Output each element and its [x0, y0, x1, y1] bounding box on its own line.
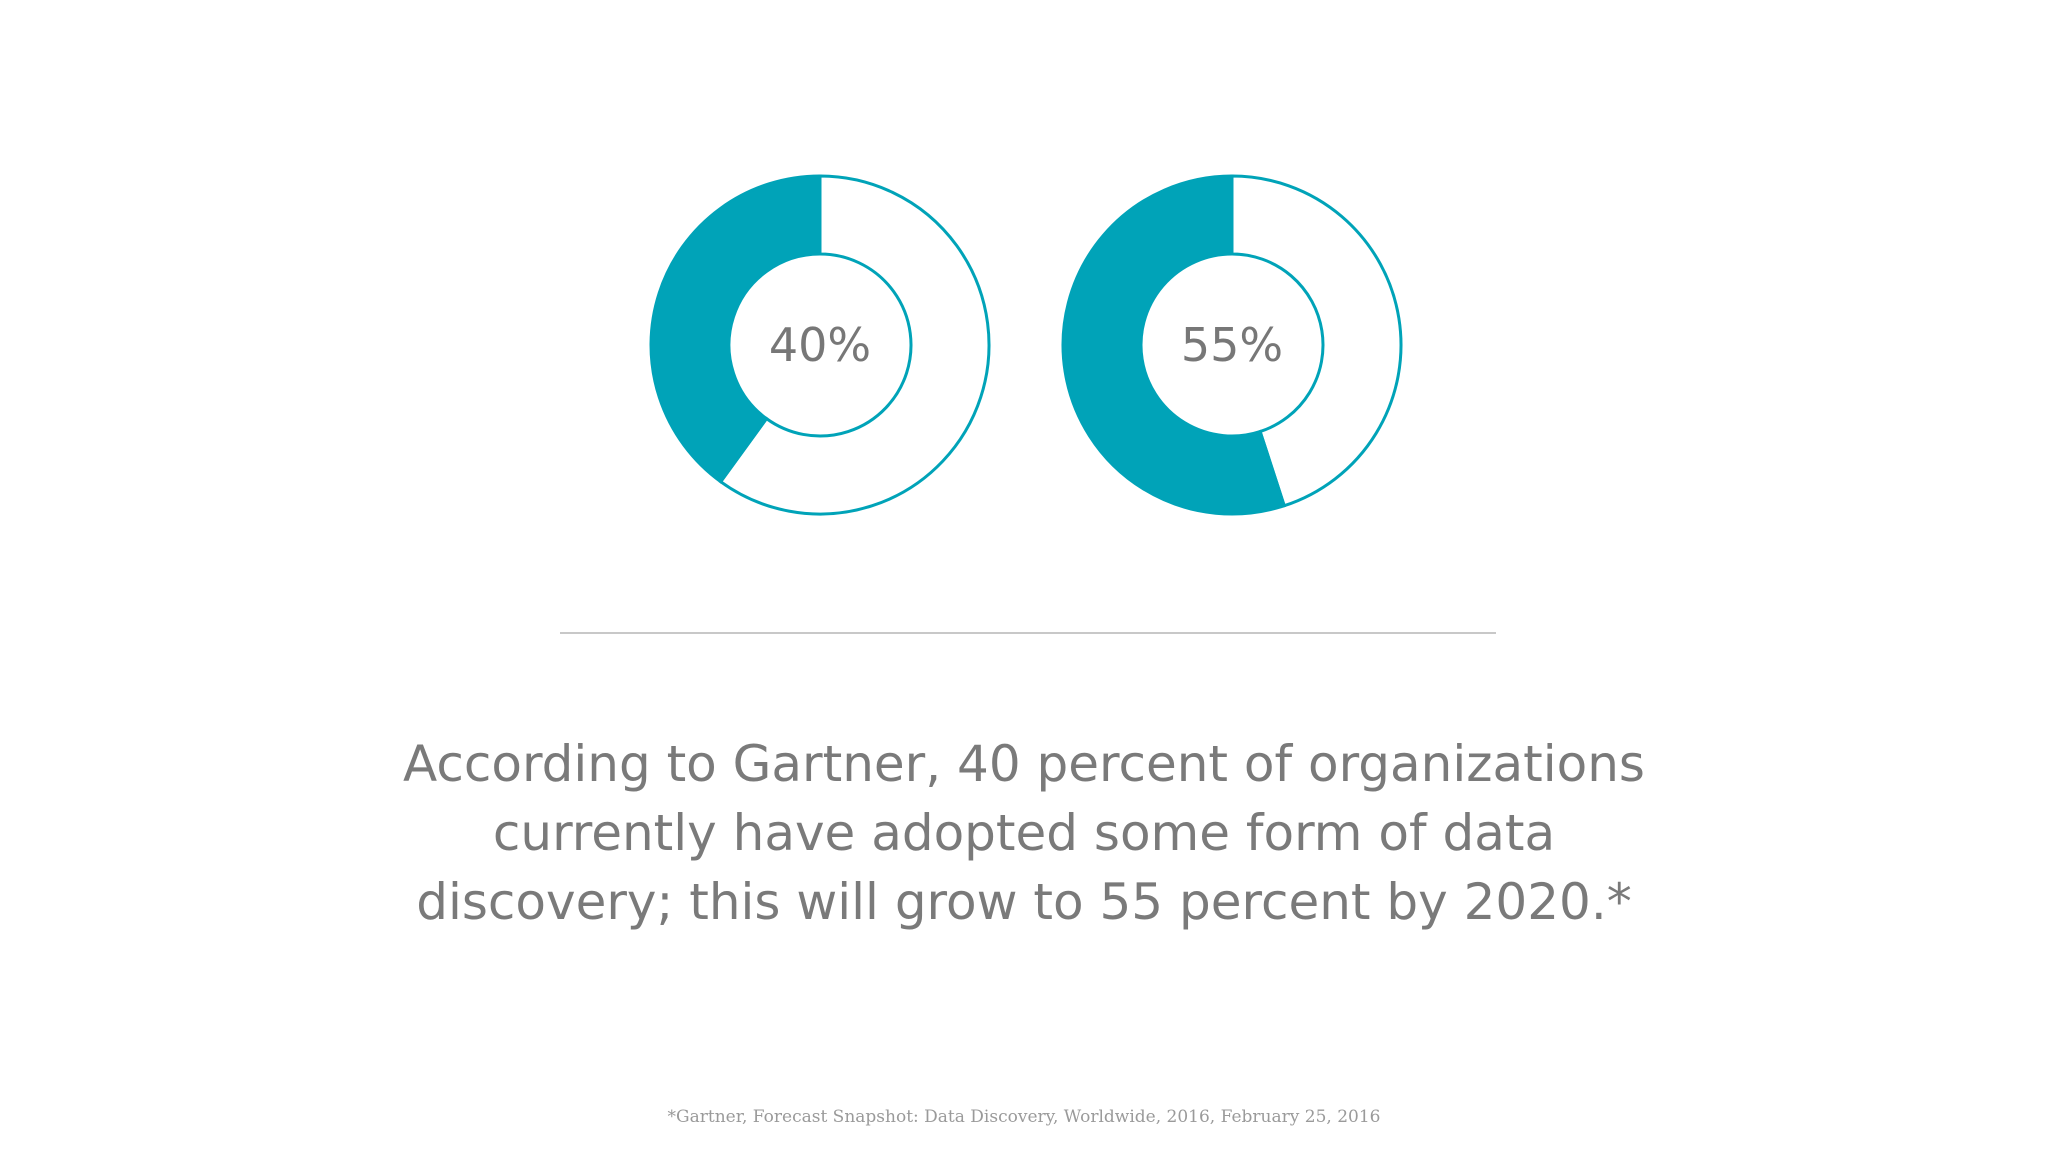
statement-line-1: According to Gartner, 40 percent of orga…: [403, 735, 1645, 793]
statement-line-2: currently have adopted some form of data: [492, 804, 1556, 862]
donut-chart-2020: 55%: [1061, 174, 1403, 516]
gartner-statement: According to Gartner, 40 percent of orga…: [224, 730, 1824, 937]
donut-2016-value-segment: [649, 174, 822, 484]
donut-2020-remaining-segment: [1230, 174, 1403, 508]
donut-2020-value-segment: [1061, 174, 1287, 516]
donut-2016-center-label: 40%: [769, 318, 871, 372]
donut-chart-2016: 40%: [649, 174, 991, 516]
donut-2020-center-label: 55%: [1181, 318, 1283, 372]
source-footnote: *Gartner, Forecast Snapshot: Data Discov…: [667, 1107, 1381, 1127]
statement-line-3: discovery; this will grow to 55 percent …: [416, 873, 1632, 931]
section-divider: [560, 632, 1496, 634]
donut-2016-remaining-segment: [718, 174, 991, 516]
